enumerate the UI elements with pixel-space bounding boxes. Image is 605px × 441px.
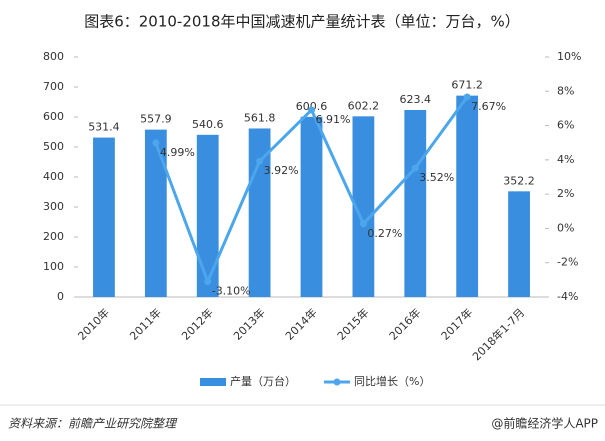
bar-label: 540.6 [192,118,224,131]
source-note: 资料来源：前瞻产业研究院整理 [8,417,178,431]
line-label: -3.10% [212,285,251,298]
bar [144,129,167,297]
chart-title: 图表6：2010-2018年中国减速机产量统计表（单位：万台，%） [84,13,520,31]
y-tick-label: 500 [43,140,64,153]
bar-label: 602.2 [348,99,380,112]
legend-label: 同比增长（%） [354,374,430,388]
line-label: 6.91% [316,113,351,126]
x-tick-label: 2017年 [438,305,475,342]
y2-tick-label: 0% [557,221,574,234]
y2-tick-label: -4% [557,290,578,303]
y2-tick-label: 2% [557,187,574,200]
y-tick-label: 800 [43,50,64,63]
line-label: 7.67% [471,100,506,113]
line-point [152,139,160,147]
y2-tick-label: 8% [557,84,574,97]
line-label: 4.99% [160,146,195,159]
y2-tick-label: 6% [557,119,574,132]
line-point [463,93,471,101]
y-tick-label: 400 [43,170,64,183]
credit: @前瞻经济学人APP [491,416,598,431]
y-tick-label: 100 [43,260,64,273]
line-label: 3.52% [419,171,454,184]
x-tick-label: 2018年1-7月 [469,305,527,363]
bar [456,95,479,297]
y-tick-label: 700 [43,80,64,93]
y-tick-label: 200 [43,230,64,243]
x-tick-label: 2013年 [230,305,267,342]
x-tick-label: 2010年 [75,305,112,342]
x-tick-label: 2011年 [127,305,164,342]
y-tick-label: 600 [43,110,64,123]
bar-label: 623.4 [400,93,432,106]
line-point [359,220,367,228]
y2-tick-label: 4% [557,153,574,166]
legend-swatch-point [333,378,341,386]
bar-label: 352.2 [503,174,535,187]
bar [404,109,427,297]
bar [93,137,115,297]
bar [352,116,375,297]
line-point [411,164,419,172]
legend-swatch [200,378,226,386]
bar [300,116,323,297]
line-point [308,106,315,114]
x-tick-label: 2014年 [282,305,319,342]
y2-tick-label: 10% [557,50,581,63]
line-label: 3.92% [264,164,299,177]
bar [508,191,530,297]
legend-label: 产量（万台） [230,374,296,388]
bar-label: 600.6 [296,100,328,113]
bar-label: 671.2 [451,79,483,92]
x-tick-label: 2012年 [178,305,215,342]
bar-label: 531.4 [88,121,120,134]
bar-label: 561.8 [244,111,276,124]
y2-tick-label: -2% [557,256,578,269]
y-tick-label: 300 [43,200,64,213]
y-tick-label: 0 [57,290,64,303]
x-tick-label: 2016年 [386,305,423,342]
x-tick-label: 2015年 [334,305,371,342]
line-label: 0.27% [367,227,402,240]
line-point [256,157,264,165]
line-point [204,278,212,286]
bar [196,134,219,297]
bar-label: 557.9 [140,113,172,126]
